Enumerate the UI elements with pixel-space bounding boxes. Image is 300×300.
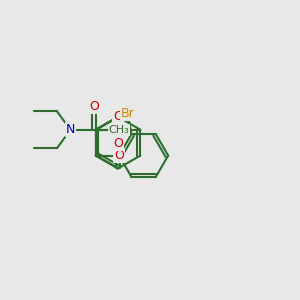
Text: O: O [89,100,99,113]
Text: O: O [113,137,123,150]
Text: O: O [114,149,124,162]
Text: CH₃: CH₃ [109,125,130,135]
Text: Br: Br [121,107,135,120]
Text: O: O [113,110,123,123]
Text: O: O [112,123,122,136]
Text: N: N [66,123,75,136]
